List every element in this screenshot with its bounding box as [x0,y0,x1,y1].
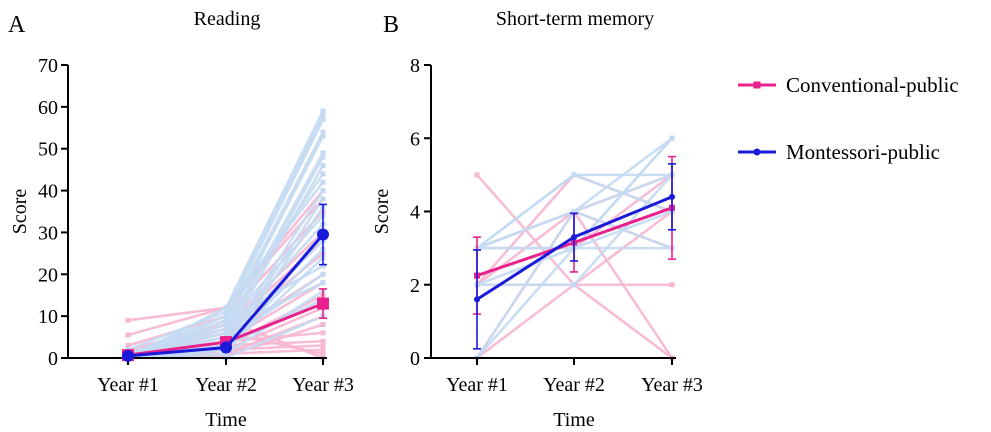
individual-point-montessori [320,171,326,177]
x-tick-label: Year #3 [641,374,703,396]
individual-point-conventional [320,351,326,357]
individual-point-montessori [320,162,326,168]
y-tick-label: 0 [48,348,58,370]
individual-point-montessori [223,309,229,315]
y-tick-label: 70 [38,55,58,77]
individual-point-montessori [320,108,326,114]
y-tick-label: 6 [410,128,420,150]
y-tick-label: 8 [410,55,420,77]
individual-line-conventional [476,283,673,360]
x-tick-label: Year #2 [195,374,257,396]
chart-title: Short-term memory [496,8,654,30]
panel-b-letter: B [383,12,399,38]
individual-point-montessori [320,150,326,156]
individual-point-conventional [125,317,131,323]
individual-point-montessori [320,179,326,185]
individual-point-conventional [320,322,326,328]
legend-label-montessori: Montessori-public [786,140,940,164]
individual-point-montessori [320,116,326,122]
panel-a-letter: A [8,12,26,38]
mean-point-montessori [122,349,134,362]
individual-point-montessori [223,322,229,328]
individual-point-conventional [669,282,675,288]
individual-point-montessori [320,112,326,118]
legend-marker-montessori [753,148,761,156]
y-axis-label: Score [9,189,31,235]
mean-point-montessori [474,296,480,303]
individual-point-montessori [669,135,675,141]
individual-point-montessori [320,188,326,194]
x-tick-label: Year #2 [543,374,605,396]
x-tick-label: Year #1 [446,374,508,396]
individual-point-conventional [474,172,480,178]
y-tick-label: 0 [410,348,420,370]
chart-title: Reading [194,8,261,30]
mean-point-montessori [571,234,577,241]
y-axis-label: Score [371,189,393,235]
mean-point-montessori [669,193,675,200]
short-term-memory-chart: Short-term memory Score Time 0 2 4 6 8 Year #1 Ye… [371,8,703,431]
y-tick-label: 20 [38,264,58,286]
individual-point-montessori [223,351,229,357]
y-tick-label: 10 [38,306,58,328]
x-tick-label: Year #3 [292,374,354,396]
individual-point-montessori [320,133,326,139]
legend: Conventional-public Montessori-public [738,73,959,164]
x-axis-label: Time [553,409,595,431]
legend-marker-conventional [753,81,761,89]
reading-chart: Reading Score Time 0 10 20 30 40 50 60 70 Year #1 Ye… [9,8,354,431]
individual-point-montessori [320,263,326,269]
individual-point-conventional [125,332,131,338]
individual-point-montessori [571,172,577,178]
individual-point-montessori [320,154,326,160]
individual-point-montessori [223,305,229,311]
individual-point-montessori [223,313,229,319]
individual-point-montessori [320,129,326,135]
individual-point-montessori [320,271,326,277]
individual-point-montessori [223,317,229,323]
individual-point-montessori [320,280,326,286]
individual-point-conventional [320,342,326,348]
y-tick-label: 30 [38,222,58,244]
individual-point-montessori [320,196,326,202]
y-tick-label: 40 [38,181,58,203]
mean-point-montessori [317,228,329,241]
individual-point-montessori [571,209,577,214]
y-tick-label: 60 [38,97,58,119]
legend-item-montessori: Montessori-public [738,140,940,164]
y-tick-label: 2 [410,275,420,297]
individual-point-conventional [320,338,326,344]
mean-point-montessori [220,341,232,354]
x-axis-label: Time [205,409,247,431]
individual-point-conventional [320,330,326,336]
y-tick-label: 50 [38,139,58,161]
legend-label-conventional: Conventional-public [786,73,959,97]
mean-point-conventional [317,297,329,310]
individual-point-montessori [571,282,577,288]
y-tick-label: 4 [410,202,420,224]
legend-item-conventional: Conventional-public [738,73,959,97]
individual-point-conventional [320,347,326,353]
individual-point-montessori [223,330,229,336]
individual-point-montessori [223,326,229,332]
individual-point-conventional [125,342,131,348]
x-tick-label: Year #1 [97,374,159,396]
